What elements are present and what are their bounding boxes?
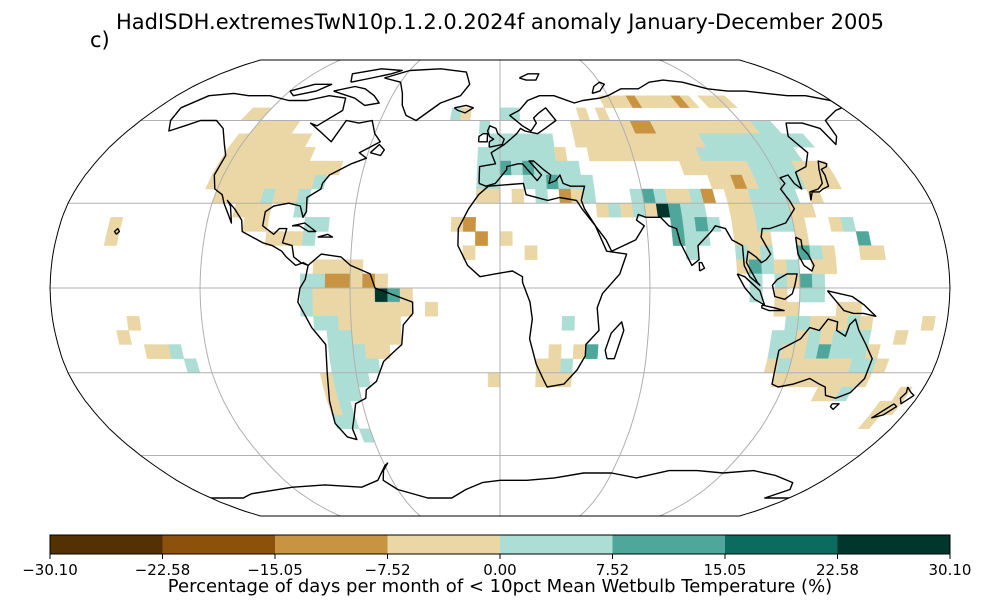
colorbar-bin (50, 535, 163, 554)
grid-cell (696, 231, 711, 246)
colorbar-tick-label: 7.52 (596, 561, 629, 579)
coastline (771, 318, 873, 399)
grid-cell (524, 245, 538, 260)
grid-cell (424, 301, 439, 317)
coastline (289, 83, 333, 97)
colorbar-tick-label: −7.52 (365, 561, 411, 579)
grid-cell (315, 217, 330, 232)
colorbar-tick-label: 22.58 (816, 561, 859, 579)
grid-cell (475, 231, 488, 246)
coastline (486, 125, 505, 148)
map-boundary (49, 59, 951, 517)
coastline (350, 68, 403, 83)
coastline (698, 261, 706, 272)
coastline (291, 222, 317, 233)
coastline (478, 79, 843, 286)
grid-cell (679, 95, 700, 108)
colorbar-bin (612, 535, 726, 554)
grid-cell (462, 217, 476, 232)
colorbar-bin (837, 535, 951, 554)
grid-cell (840, 217, 857, 232)
coastline (899, 386, 915, 405)
colorbar-tick-label: −22.58 (135, 561, 191, 579)
coastline (457, 182, 628, 388)
coastline (794, 236, 815, 272)
colorbar-tick-label: −15.05 (247, 561, 303, 579)
colorbar-bin (387, 535, 501, 554)
coastline (604, 321, 625, 360)
anomaly-map (49, 59, 951, 517)
colorbar-tick-label: 15.05 (704, 561, 747, 579)
panel-label: c) (90, 28, 110, 52)
grid-cell (823, 259, 838, 275)
grid-cell (326, 160, 344, 176)
grid-cell (388, 330, 403, 345)
coastline (771, 273, 798, 300)
colorbar-bin (162, 535, 276, 554)
grid-cell (880, 400, 904, 416)
coastline (518, 73, 540, 81)
anomaly-cells (103, 95, 936, 443)
grid-cell (311, 174, 328, 190)
coastline (333, 85, 380, 107)
coastline (113, 227, 121, 235)
grid-cell (561, 316, 575, 331)
coastline (384, 68, 471, 122)
coastline (591, 81, 605, 95)
grid-cell (871, 245, 886, 260)
grid-cell (791, 133, 816, 148)
coastline (809, 160, 830, 201)
coastline (168, 92, 381, 267)
grid-cell (822, 174, 843, 190)
grid-cell (706, 217, 722, 232)
colorbar-label: Percentage of days per month of < 10pct … (167, 576, 833, 597)
coastline (453, 104, 475, 114)
coastline (477, 133, 489, 143)
map-title: HadISDH.extremesTwN10p.1.2.0.2024f anoma… (115, 10, 885, 34)
grid-cell (548, 344, 562, 359)
colorbar-tick-label: −30.10 (22, 561, 78, 579)
grid-cell (168, 344, 185, 359)
coastline (829, 403, 840, 411)
grid-cell (920, 316, 936, 331)
colorbar-bin (500, 535, 613, 554)
grid-cell (126, 316, 142, 331)
grid-cell (462, 245, 476, 260)
coastline (297, 253, 414, 441)
coastlines (113, 68, 915, 499)
coastline (871, 403, 898, 419)
coastline (369, 143, 385, 157)
colorbar-tick-label: 30.10 (929, 561, 972, 579)
colorbar-bin (725, 535, 838, 554)
coastline (826, 290, 877, 317)
colorbar: −30.10 −22.58 −15.05 −7.52 0.00 7.52 15.05 22.5… (22, 534, 972, 579)
coastline (317, 233, 334, 238)
coastline (761, 304, 785, 312)
colorbar-bin (275, 535, 388, 554)
coastline (211, 462, 794, 499)
colorbar-tick-label: 0.00 (483, 561, 516, 579)
graticule (50, 60, 950, 516)
grid-cell (143, 344, 160, 359)
grid-cell (892, 330, 909, 345)
